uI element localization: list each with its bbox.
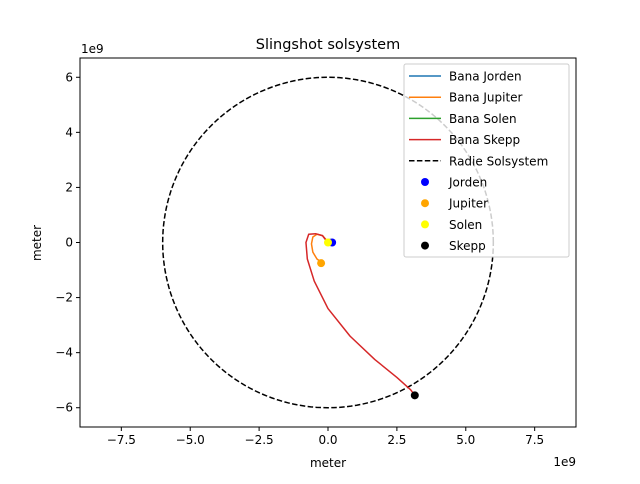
y-tick-label: −2 xyxy=(55,291,73,305)
x-tick-label: −7.5 xyxy=(107,433,136,447)
point-solen xyxy=(324,238,332,247)
legend-box xyxy=(403,63,570,258)
x-tick-label: −2.5 xyxy=(245,433,274,447)
legend-entry-bana-jorden-label: Bana Jorden xyxy=(449,70,522,84)
legend-entry-jupiter-label: Jupiter xyxy=(448,197,488,211)
legend-entry-solen-swatch xyxy=(421,220,429,229)
y-tick-label: 2 xyxy=(65,180,73,194)
legend-entry-bana-jupiter-label: Bana Jupiter xyxy=(449,91,523,105)
y-tick-label: 0 xyxy=(65,236,73,250)
legend-entry-radie-solsystem-label: Radie Solsystem xyxy=(449,154,548,168)
x-offset-label: 1e9 xyxy=(553,455,576,469)
legend-items: Bana Jorden Bana Jupiter Bana Solen Bana Sk… xyxy=(409,70,548,253)
x-tick-label: −5.0 xyxy=(176,433,205,447)
y-tick-label: −6 xyxy=(55,401,73,415)
legend-entry-bana-solen-label: Bana Solen xyxy=(449,112,517,126)
series-radie-solsystem xyxy=(161,76,495,409)
x-tick-label: 5.0 xyxy=(456,433,475,447)
x-tick-label: 0.0 xyxy=(318,433,337,447)
x-tick-label: 2.5 xyxy=(387,433,406,447)
y-offset-label: 1e9 xyxy=(81,42,104,56)
legend-entry-jorden-label: Jorden xyxy=(448,176,487,190)
legend-entry-solen-label: Solen xyxy=(449,218,482,232)
y-axis-ticks: −6 −4 −2 0 2 4 6 xyxy=(55,70,80,415)
chart-title: Slingshot solsystem xyxy=(256,37,400,53)
series-bana-skepp xyxy=(305,232,416,397)
plot-area: −7.5 −5.0 −2.5 0.0 2.5 5.0 7.5 −6 −4 −2 0 2 4 6 xyxy=(55,57,577,447)
x-tick-label: 7.5 xyxy=(525,433,544,447)
legend-entry-jupiter-swatch xyxy=(421,199,429,208)
legend-entry-skepp-swatch xyxy=(421,241,429,250)
legend-entry-jorden-swatch xyxy=(421,178,429,186)
y-tick-label: −4 xyxy=(55,346,73,360)
point-jupiter xyxy=(317,259,326,268)
y-axis-label: meter xyxy=(30,225,44,261)
y-tick-label: 4 xyxy=(65,125,73,139)
x-axis-ticks: −7.5 −5.0 −2.5 0.0 2.5 5.0 7.5 xyxy=(107,427,544,447)
legend-entry-skepp-label: Skepp xyxy=(449,239,486,253)
y-tick-label: 6 xyxy=(65,70,73,84)
x-axis-label: meter xyxy=(310,456,346,470)
legend-entry-bana-skepp-label: Bana Skepp xyxy=(449,133,520,147)
legend: Bana Jorden Bana Jupiter Bana Solen Bana Sk… xyxy=(403,63,570,258)
plot-curves xyxy=(161,76,495,409)
point-skepp xyxy=(410,391,419,400)
